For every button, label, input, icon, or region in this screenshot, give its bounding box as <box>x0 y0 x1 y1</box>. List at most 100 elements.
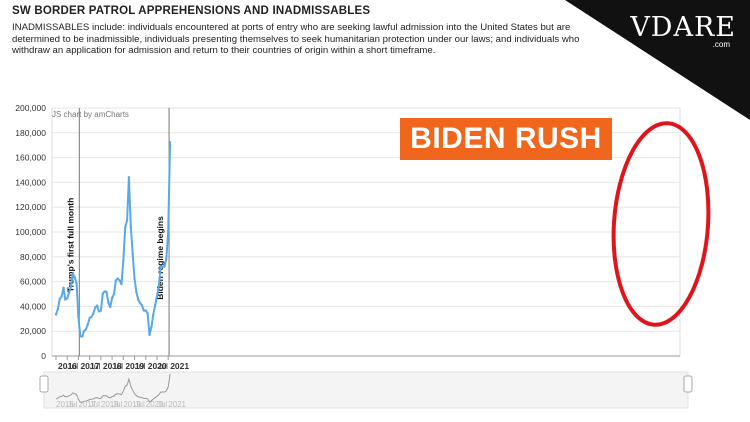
data-point <box>161 265 164 268</box>
navigator-tick-label: Jul <box>67 400 77 409</box>
data-point <box>60 295 63 298</box>
data-point <box>135 291 138 294</box>
event-label: Trump's first full month <box>65 198 75 293</box>
data-point <box>77 315 80 319</box>
data-point <box>107 301 110 304</box>
data-point <box>157 284 161 287</box>
x-tick-label: 2019 <box>125 361 144 371</box>
navigator-handle[interactable] <box>683 375 693 393</box>
data-point <box>71 272 75 275</box>
y-tick-label: 20,000 <box>20 326 46 336</box>
data-point <box>112 292 116 296</box>
data-point <box>152 313 155 317</box>
navigator-tick-label: 2017 <box>78 400 96 409</box>
data-point <box>110 296 114 300</box>
y-tick-label: 40,000 <box>20 301 46 311</box>
data-point <box>146 312 149 315</box>
data-point <box>86 323 90 326</box>
data-point <box>144 309 147 312</box>
vdare-logo-domain: .com <box>712 40 730 49</box>
event-label: Biden regime begins <box>155 216 165 300</box>
y-tick-label: 60,000 <box>20 277 46 287</box>
data-point <box>90 315 93 319</box>
navigator-tick-label: 2019 <box>123 400 141 409</box>
data-point <box>109 305 112 309</box>
y-tick-label: 200,000 <box>15 103 46 113</box>
x-tick-label: Jul <box>135 361 146 371</box>
navigator-tick-label: 2016 <box>56 400 74 409</box>
navigator-handle[interactable] <box>39 375 49 393</box>
navigator-line <box>55 373 171 403</box>
x-tick-label: Jul <box>112 361 123 371</box>
data-point <box>153 304 157 307</box>
data-point <box>142 309 146 312</box>
data-point <box>114 279 118 282</box>
data-point <box>124 226 127 229</box>
navigator-tick-label: Jul <box>157 400 167 409</box>
x-tick-label: 2020 <box>148 361 167 371</box>
data-point <box>92 312 95 315</box>
data-point <box>79 335 82 338</box>
highlight-ellipse <box>611 121 711 327</box>
data-point <box>148 333 151 336</box>
y-tick-label: 80,000 <box>20 252 46 262</box>
data-point <box>167 230 170 233</box>
data-point <box>56 307 60 311</box>
data-point <box>81 335 84 338</box>
data-point <box>101 292 105 295</box>
x-tick-label: Jul <box>90 361 101 371</box>
navigator-tick-label: Jul <box>112 400 122 409</box>
data-point <box>139 302 142 305</box>
data-point <box>155 294 159 298</box>
y-tick-label: 120,000 <box>15 202 46 212</box>
navigator-tick-label: 2018 <box>101 400 119 409</box>
data-point <box>125 219 129 222</box>
data-point <box>131 253 134 256</box>
chart-credit[interactable]: JS chart by amCharts <box>52 110 129 119</box>
data-point <box>120 282 123 286</box>
data-point <box>73 276 76 279</box>
data-point <box>54 313 58 316</box>
data-point <box>118 279 121 282</box>
vdare-logo[interactable]: VDARE <box>630 12 736 43</box>
navigator-tick-label: Jul <box>90 400 100 409</box>
data-point <box>64 298 67 301</box>
data-point <box>122 259 125 263</box>
logo-banner <box>565 0 750 120</box>
y-tick-label: 160,000 <box>15 153 46 163</box>
data-point <box>140 304 144 307</box>
data-point <box>97 310 101 313</box>
data-point <box>159 265 162 268</box>
x-tick-label: 2021 <box>170 361 189 371</box>
data-point <box>116 277 119 280</box>
data-point <box>168 141 172 144</box>
navigator-tick-label: 2020 <box>146 400 164 409</box>
data-point <box>75 282 78 285</box>
data-point <box>165 257 168 261</box>
data-point <box>94 306 97 309</box>
y-tick-label: 100,000 <box>15 227 46 237</box>
data-point <box>127 176 131 179</box>
data-point <box>129 225 132 228</box>
data-point <box>62 286 65 289</box>
navigator-track[interactable] <box>43 371 689 409</box>
data-point <box>105 290 108 293</box>
x-tick-label: Jul <box>67 361 78 371</box>
biden-rush-badge: BIDEN RUSH <box>400 118 612 160</box>
x-tick-label: 2018 <box>103 361 122 371</box>
data-point <box>133 277 136 280</box>
data-point <box>99 309 103 312</box>
x-tick-label: 2016 <box>58 361 77 371</box>
data-point <box>88 316 91 319</box>
y-tick-label: 180,000 <box>15 128 46 138</box>
data-point <box>82 330 86 333</box>
navigator-tick-label: 2021 <box>168 400 186 409</box>
data-point <box>66 297 69 300</box>
data-point <box>163 265 166 268</box>
data-point <box>84 328 88 331</box>
chart-title: SW BORDER PATROL APPREHENSIONS AND INADM… <box>12 5 371 17</box>
x-tick-label: 2017 <box>80 361 99 371</box>
data-point <box>103 290 106 293</box>
data-point <box>137 298 140 302</box>
